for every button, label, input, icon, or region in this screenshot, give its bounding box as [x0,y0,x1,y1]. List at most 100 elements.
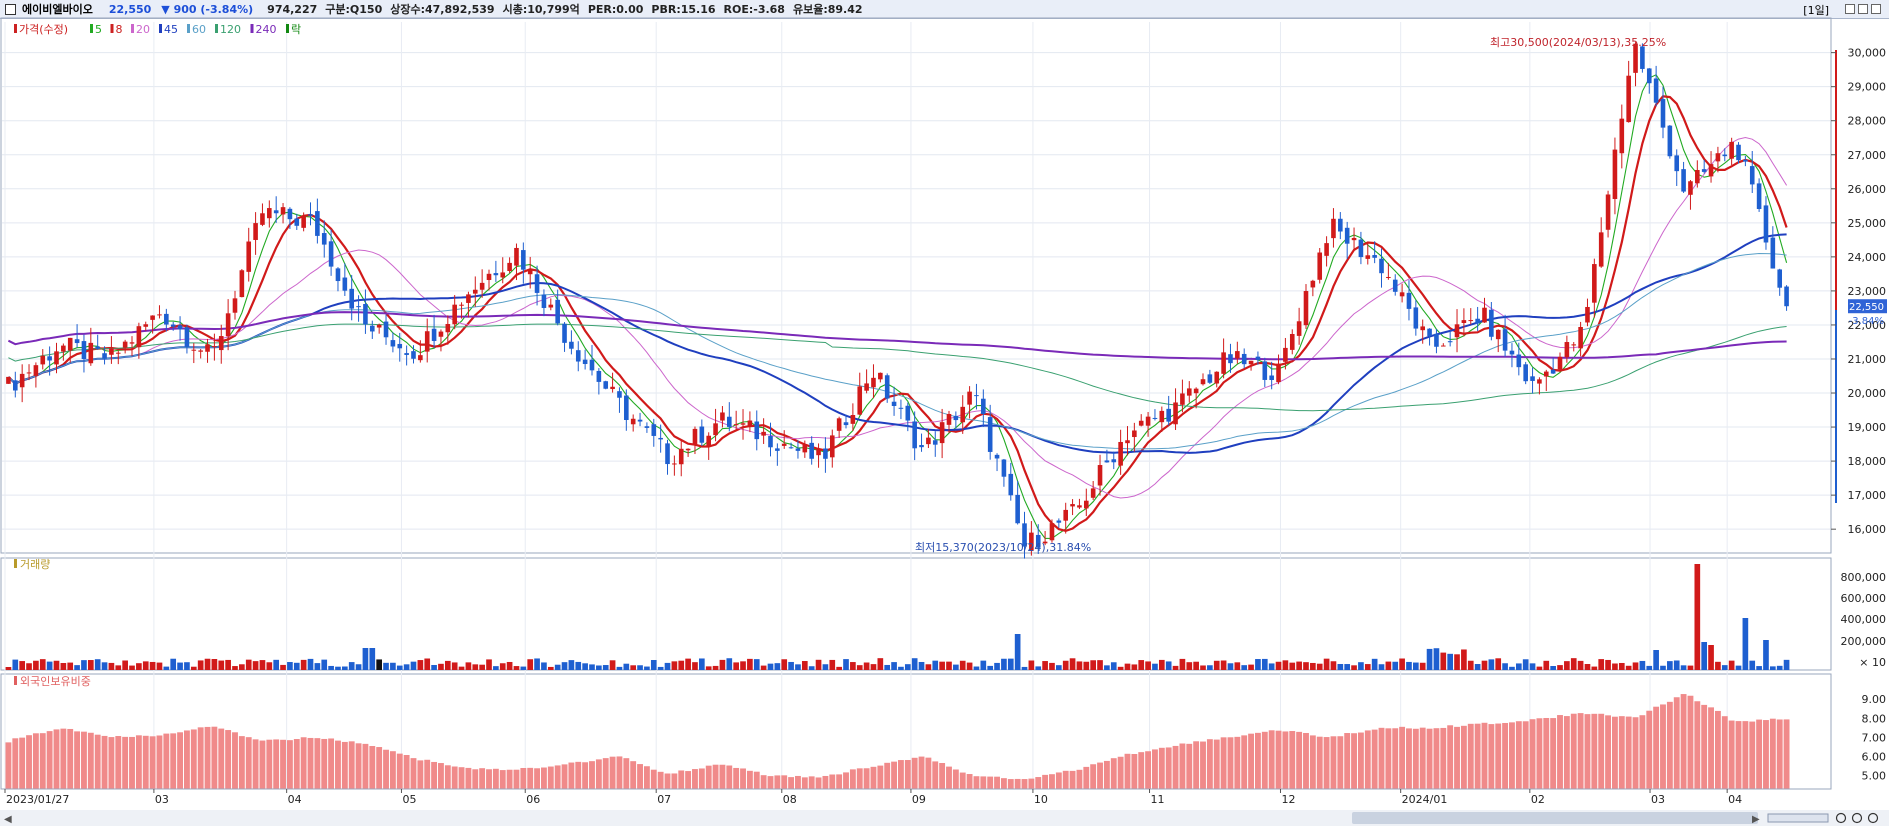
candle-body [672,463,677,465]
candle-body [122,341,128,348]
candle-body [1537,379,1542,384]
foreign-bar [1563,716,1570,789]
foreign-bar [1646,710,1653,789]
volume-tick-label: 600,000 [1841,592,1887,605]
volume-bar [1625,665,1632,670]
foreign-bar [1282,731,1289,789]
foreign-bar [582,762,589,789]
volume-bar [685,658,691,670]
legend-swatch [250,24,254,33]
candle-body [1104,460,1110,463]
date-tick-label: 07 [657,793,671,806]
candle-body [19,373,25,388]
foreign-tick-label: 9.00 [1862,693,1887,706]
volume-tick-label: 200,000 [1841,635,1887,648]
candle-body [1605,194,1611,230]
period-selector[interactable]: [1일] [1803,4,1829,17]
volume-bar [808,666,815,670]
volume-bar [568,660,575,670]
stock-name[interactable]: 에이비엘바이오 [22,3,93,16]
candle-body [404,353,409,355]
candle-body [781,443,787,446]
close-icon[interactable] [1871,4,1881,14]
price-tick-label: 21,000 [1848,353,1887,366]
candle-body [1440,345,1446,347]
reserve-ratio: 유보율:89.42 [792,3,863,16]
candle-body [713,423,718,436]
horizontal-scrollbar[interactable]: ◀ ▶ [0,810,1889,826]
maximize-icon[interactable] [1858,4,1868,14]
ma-line [7,233,1787,454]
candle-body [1688,181,1693,195]
volume-bar [1255,659,1261,670]
volume-bar [403,664,410,670]
foreign-bar [1687,695,1694,789]
foreign-bar [39,733,46,789]
foreign-bar [554,765,561,789]
volume-bar [712,665,719,670]
foreign-bar [513,769,520,789]
foreign-bar [1433,728,1440,789]
minimize-icon[interactable] [1845,4,1855,14]
foreign-bar [1776,719,1783,789]
foreign-bar [1220,737,1227,789]
foreign-bar [1769,718,1776,789]
foreign-bar [822,775,829,789]
volume-bar [740,661,746,670]
volume-bar [1467,660,1474,670]
candle-body [514,247,519,266]
foreign-bar [300,737,307,789]
foreign-bar [348,741,355,789]
volume-bar [252,661,259,670]
volume-bar [1454,654,1460,670]
volume-bar [1117,666,1124,670]
candle-body [376,324,382,328]
candle-body [1392,279,1398,292]
foreign-bar [1625,716,1632,789]
volume-bar [1207,665,1213,670]
candle-body [1351,237,1357,241]
volume-bar [1179,658,1186,670]
candle-body [493,273,499,276]
candle-body [1317,252,1323,280]
volume-bar [1557,665,1563,670]
candle-body [445,323,451,333]
foreign-bar [1309,735,1316,789]
legend-swatch [286,24,289,33]
volume-bar [602,665,609,670]
candle-body [1770,237,1776,269]
candle-body [1207,374,1213,383]
candle-body [816,448,821,456]
foreign-bar [1255,732,1261,789]
candle-body [363,303,368,325]
candle-body [1125,440,1130,444]
price-tick-label: 23,000 [1848,285,1887,298]
candle-body [1090,488,1096,498]
foreign-bar [5,742,12,789]
volume-bar [149,661,156,670]
volume-bar [918,661,925,670]
select-checkbox[interactable] [5,3,16,15]
volume-bar [1378,664,1385,670]
candle-body [61,345,66,352]
volume-bar [650,660,657,670]
volume-bar [554,664,561,670]
candle-body [1338,218,1343,232]
volume-bar [280,664,286,670]
volume-bar [1550,666,1556,670]
foreign-bar [1474,723,1481,789]
volume-bar [1605,659,1611,670]
candle-body [164,313,169,325]
volume-bar [1756,666,1762,670]
foreign-bar [1035,777,1042,789]
volume-bar [486,659,492,670]
candle-body [1049,523,1055,541]
volume-bar [815,659,822,670]
roe-value: ROE:-3.68 [723,2,785,16]
candle-body [301,216,306,228]
foreign-bar [1543,717,1550,789]
volume-bar [1735,665,1742,670]
foreign-bar [1660,704,1666,789]
volume-bar [1721,665,1728,670]
